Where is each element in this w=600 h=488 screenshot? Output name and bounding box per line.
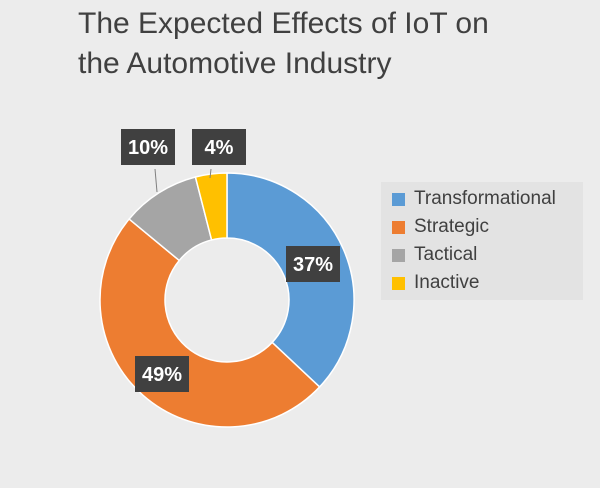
legend-label-inactive: Inactive [414, 272, 480, 293]
chart-title-line-2: the Automotive Industry [78, 47, 392, 80]
data-label-inactive: 4% [205, 137, 234, 159]
legend-label-tactical: Tactical [414, 244, 478, 265]
legend-item-strategic: Strategic [392, 215, 489, 239]
legend: Transformational Strategic Tactical Inac… [381, 182, 583, 300]
slice-inactive [194, 172, 228, 241]
data-label-strategic: 49% [142, 364, 182, 386]
chart-title-line-1: The Expected Effects of IoT on [78, 7, 489, 40]
legend-label-transformational: Transformational [414, 188, 556, 209]
chart-title: The Expected Effects of IoT on the Autom… [78, 4, 578, 84]
leader-line-tactical [154, 168, 158, 193]
legend-item-tactical: Tactical [392, 243, 477, 267]
data-label-tactical: 10% [128, 137, 168, 159]
data-label-box-tactical [121, 129, 175, 165]
leader-line-inactive [209, 168, 212, 179]
data-label-transformational: 37% [293, 254, 333, 276]
legend-swatch-inactive [392, 276, 405, 290]
legend-swatch-strategic [392, 220, 405, 234]
data-label-box-inactive [192, 129, 246, 165]
data-label-box-strategic [135, 356, 189, 392]
legend-swatch-tactical [392, 248, 405, 262]
data-label-box-transformational [286, 246, 340, 282]
legend-item-inactive: Inactive [392, 271, 479, 295]
legend-item-transformational: Transformational [392, 187, 556, 211]
legend-swatch-transformational [392, 192, 405, 206]
legend-label-strategic: Strategic [414, 216, 489, 237]
